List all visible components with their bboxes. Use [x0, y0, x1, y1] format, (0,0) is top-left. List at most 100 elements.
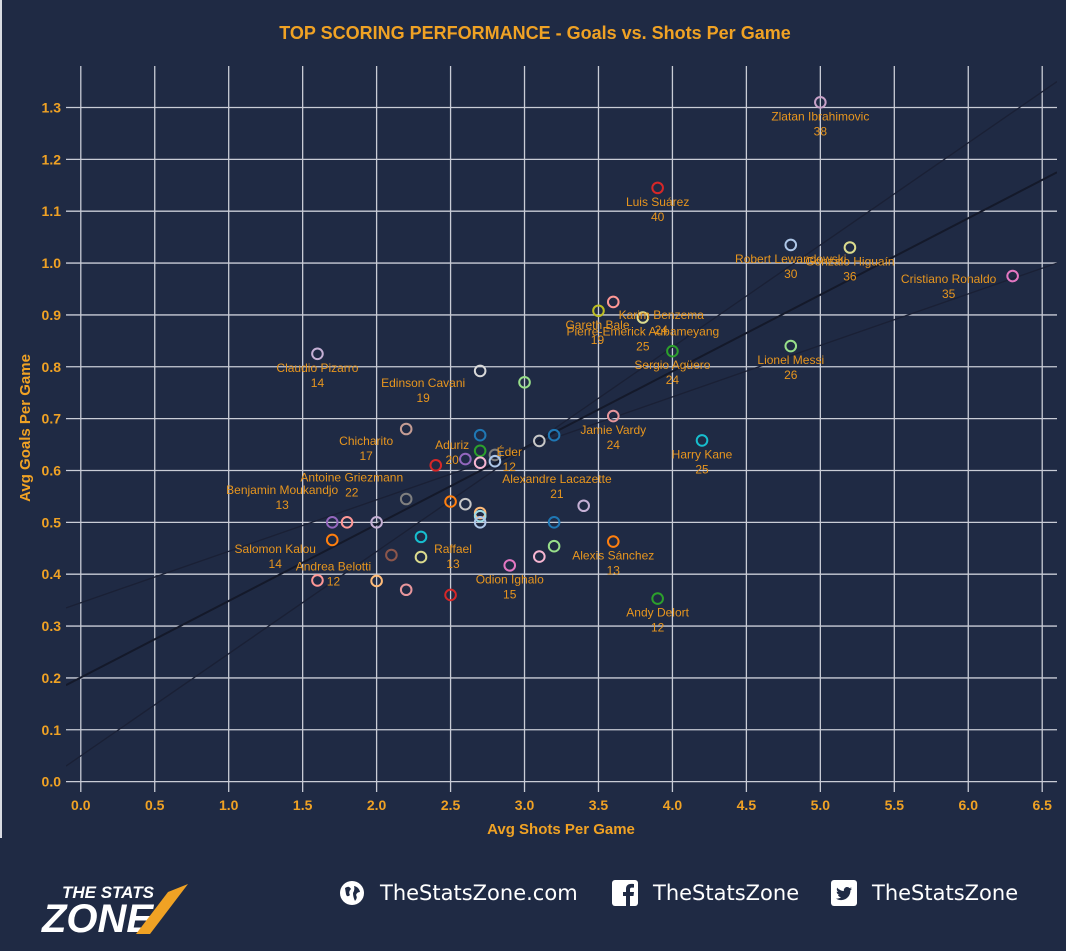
website-link[interactable]: TheStatsZone.com — [338, 875, 578, 911]
data-point — [814, 96, 827, 109]
data-point — [473, 428, 487, 442]
point-label-value: 12 — [503, 460, 517, 474]
x-tick-label: 1.0 — [219, 797, 239, 813]
x-tick-label: 0.5 — [145, 797, 165, 813]
point-label-value: 25 — [636, 340, 650, 354]
twitter-text: TheStatsZone — [872, 881, 1019, 905]
point-label-name: Antoine Griezmann — [300, 470, 403, 484]
point-label-value: 22 — [345, 485, 359, 499]
point-label-name: Cristiano Ronaldo — [901, 272, 997, 286]
data-point — [843, 241, 857, 254]
facebook-link[interactable]: TheStatsZone — [611, 875, 799, 911]
y-tick-label: 0.3 — [42, 618, 62, 634]
x-tick-label: 4.5 — [737, 797, 757, 813]
point-label-name: Salomon Kalou — [235, 542, 316, 556]
data-point — [399, 492, 413, 506]
y-tick-label: 1.2 — [42, 151, 62, 167]
data-point — [311, 347, 324, 361]
data-point — [414, 550, 428, 564]
data-points — [311, 96, 1019, 605]
data-point — [473, 364, 487, 378]
chart-title: TOP SCORING PERFORMANCE - Goals vs. Shot… — [279, 23, 790, 43]
point-label-name: Gonzalo Higuaín — [805, 255, 894, 269]
point-label-name: Chicharito — [339, 434, 393, 448]
website-text: TheStatsZone.com — [380, 881, 578, 905]
data-point — [459, 497, 472, 511]
data-point — [459, 452, 472, 466]
point-label-value: 20 — [445, 453, 459, 467]
scatter-chart: TOP SCORING PERFORMANCE - Goals vs. Shot… — [0, 0, 1057, 838]
point-label-name: Jamie Vardy — [580, 423, 646, 437]
data-point — [399, 583, 413, 597]
point-label-name: Harry Kane — [672, 447, 733, 461]
x-tick-label: 4.0 — [663, 797, 683, 813]
point-label-value: 12 — [651, 621, 665, 635]
point-label-value: 24 — [666, 373, 680, 387]
data-point — [1006, 269, 1019, 283]
twitter-link[interactable]: TheStatsZone — [830, 875, 1018, 911]
data-point — [385, 548, 398, 562]
point-label-value: 24 — [607, 438, 621, 452]
data-point — [311, 574, 324, 587]
x-tick-label: 6.5 — [1032, 797, 1052, 813]
point-label-name: Lionel Messi — [757, 353, 824, 367]
point-label-value: 38 — [814, 124, 828, 138]
point-label-name: Zlatan Ibrahimovic — [771, 109, 869, 123]
y-tick-label: 0.0 — [42, 774, 62, 790]
x-tick-label: 6.0 — [959, 797, 979, 813]
left-edge-line — [0, 0, 2, 838]
point-label-value: 30 — [784, 267, 798, 281]
data-point — [488, 454, 502, 468]
x-tick-label: 3.0 — [515, 797, 535, 813]
data-point — [414, 530, 428, 544]
x-tick-label: 3.5 — [589, 797, 609, 813]
point-label-value: 14 — [311, 376, 325, 390]
point-label-name: Pierre-Emerick Aubameyang — [566, 325, 719, 339]
point-label-value: 21 — [550, 487, 564, 501]
point-label-name: Alexis Sánchez — [572, 549, 654, 563]
regression-line-upper — [66, 81, 1057, 767]
logo-text-top: THE STATS — [62, 883, 155, 902]
data-point — [503, 559, 517, 572]
twitter-icon — [831, 880, 857, 906]
data-point — [473, 456, 487, 470]
point-label-name: Karim Benzema — [619, 308, 705, 322]
x-tick-label: 2.0 — [367, 797, 387, 813]
data-point — [784, 238, 798, 252]
data-point — [606, 409, 620, 423]
x-tick-label: 1.5 — [293, 797, 313, 813]
data-point — [370, 574, 383, 588]
logo-text-bottom: ZONE — [41, 897, 154, 938]
point-label-name: Luis Suárez — [626, 195, 689, 209]
data-point — [784, 339, 798, 353]
facebook-icon — [612, 880, 638, 906]
the-stats-zone-logo: THE STATS ZONE — [41, 883, 188, 938]
point-label-name: Sergio Agüero — [634, 358, 710, 372]
facebook-text: TheStatsZone — [653, 881, 800, 905]
point-label-value: 35 — [942, 287, 956, 301]
data-point — [606, 295, 620, 309]
data-point — [651, 181, 664, 195]
point-label-value: 25 — [695, 462, 709, 476]
data-point — [473, 516, 487, 529]
point-label-name: Aduriz — [435, 438, 469, 452]
point-label-value: 12 — [327, 574, 341, 588]
data-point — [518, 376, 531, 389]
point-label-value: 14 — [269, 557, 283, 571]
point-label-name: Gareth Bale — [565, 318, 629, 332]
data-point — [636, 311, 650, 324]
point-label-name: Robert Lewandowski — [735, 252, 846, 266]
data-point — [577, 499, 590, 513]
y-axis-label: Avg Goals Per Game — [17, 354, 34, 502]
data-point — [651, 592, 664, 605]
point-label-name: Edinson Cavani — [381, 376, 465, 390]
data-point — [592, 304, 605, 318]
y-tick-label: 0.6 — [42, 462, 62, 478]
data-point — [606, 535, 620, 548]
x-axis-label: Avg Shots Per Game — [487, 821, 635, 838]
data-point — [666, 344, 679, 358]
data-point — [444, 495, 457, 508]
point-label-value: 13 — [446, 557, 460, 571]
y-tick-label: 0.5 — [42, 514, 62, 530]
data-point — [325, 533, 339, 547]
